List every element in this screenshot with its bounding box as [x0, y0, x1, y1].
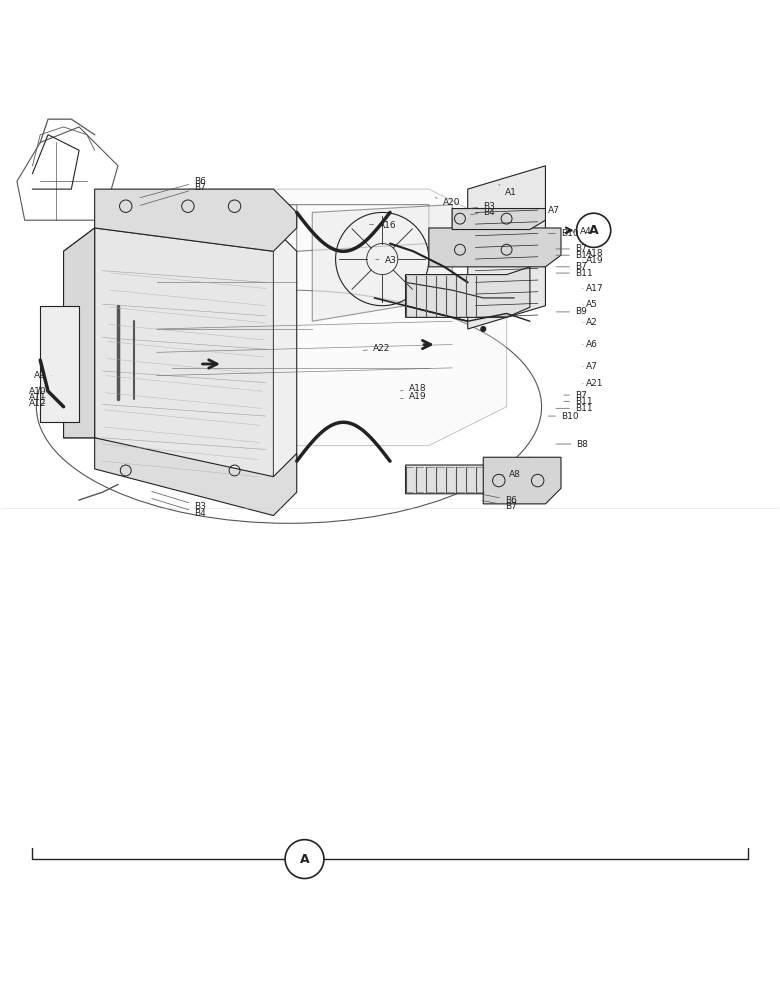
Text: B11: B11 [556, 404, 593, 413]
Polygon shape [41, 306, 79, 422]
Text: B11: B11 [556, 251, 593, 260]
Polygon shape [94, 438, 296, 516]
Text: A19: A19 [583, 256, 604, 265]
Circle shape [481, 327, 486, 331]
Text: A3: A3 [376, 256, 396, 265]
Text: B6: B6 [140, 177, 206, 198]
Polygon shape [429, 228, 561, 267]
Text: B7: B7 [482, 501, 517, 511]
Polygon shape [63, 329, 172, 438]
Text: A21: A21 [583, 379, 604, 388]
Text: B7: B7 [564, 391, 587, 400]
Text: A: A [300, 853, 310, 866]
Text: B4: B4 [152, 498, 206, 518]
Text: A17: A17 [583, 284, 604, 293]
Text: A20: A20 [435, 198, 460, 207]
Polygon shape [63, 345, 157, 399]
Polygon shape [312, 205, 452, 321]
Text: A10: A10 [29, 387, 46, 396]
Text: B11: B11 [564, 397, 593, 406]
Text: A12: A12 [29, 399, 46, 408]
Polygon shape [406, 267, 530, 317]
Text: A9: A9 [34, 371, 51, 380]
Text: A2: A2 [583, 318, 597, 327]
Text: A1: A1 [499, 184, 517, 197]
Text: A6: A6 [583, 340, 597, 349]
Text: B3: B3 [152, 491, 206, 511]
Text: B4: B4 [470, 208, 495, 217]
Text: A4: A4 [573, 227, 592, 236]
Text: B7: B7 [556, 244, 587, 253]
Polygon shape [94, 189, 296, 251]
Polygon shape [63, 228, 94, 438]
Circle shape [285, 840, 324, 879]
Polygon shape [63, 228, 296, 484]
Text: A16: A16 [370, 221, 397, 230]
Text: B7: B7 [140, 183, 206, 205]
Text: B11: B11 [556, 269, 593, 278]
Text: A18: A18 [401, 384, 427, 393]
Text: A7: A7 [541, 206, 560, 215]
Text: A5: A5 [583, 300, 597, 309]
Polygon shape [452, 209, 545, 230]
Text: B9: B9 [556, 307, 587, 316]
Text: A11: A11 [29, 393, 46, 402]
Text: A: A [589, 224, 598, 237]
Text: B8: B8 [556, 440, 588, 449]
Polygon shape [406, 457, 530, 494]
Text: A22: A22 [363, 344, 390, 353]
Text: B7: B7 [556, 262, 587, 271]
Polygon shape [94, 228, 274, 484]
Text: B6: B6 [482, 494, 517, 505]
Text: A19: A19 [401, 392, 427, 401]
Polygon shape [141, 189, 506, 446]
Polygon shape [468, 166, 545, 329]
Text: B3: B3 [470, 202, 495, 211]
Text: B10: B10 [548, 229, 579, 238]
Text: A7: A7 [583, 362, 597, 371]
Text: A18: A18 [583, 249, 604, 258]
Text: B10: B10 [548, 412, 579, 421]
Circle shape [481, 311, 486, 316]
Circle shape [481, 296, 486, 300]
Text: A8: A8 [502, 470, 521, 479]
Polygon shape [484, 457, 561, 504]
